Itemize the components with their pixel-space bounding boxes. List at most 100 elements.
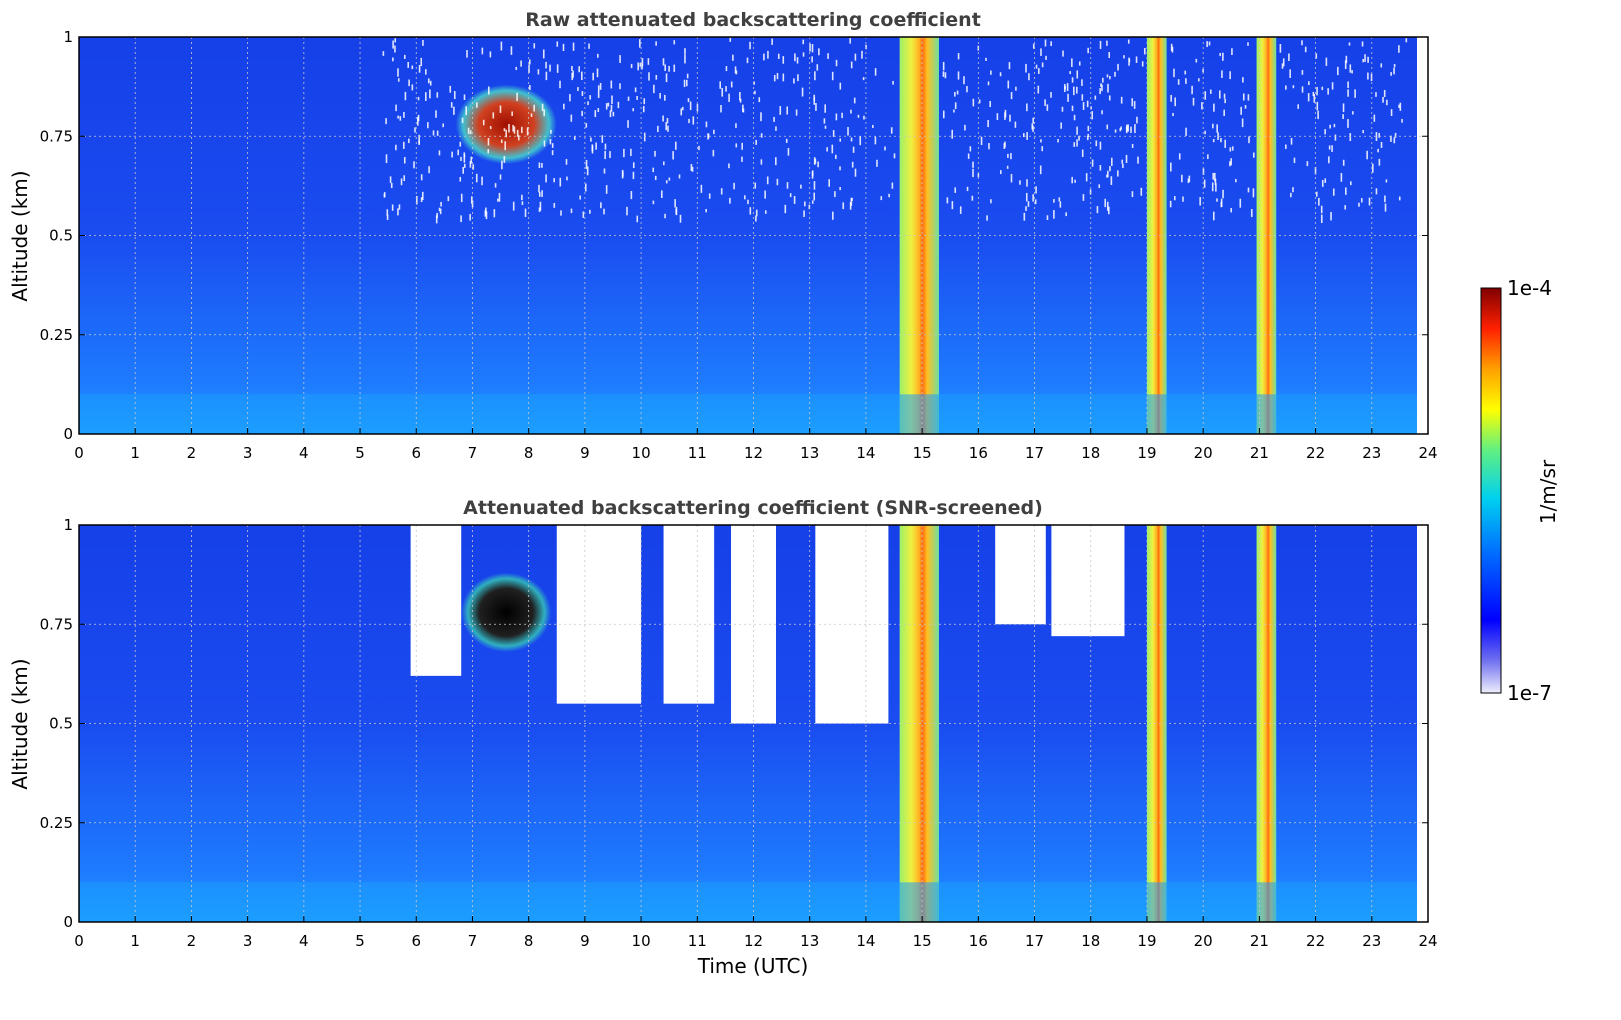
noise-speck [1285, 144, 1287, 149]
noise-speck [1081, 149, 1084, 157]
noise-speck [487, 149, 490, 154]
noise-speck [1242, 77, 1244, 83]
noise-speck [817, 161, 819, 168]
noise-speck [460, 156, 462, 161]
noise-speck [460, 193, 463, 203]
noise-speck [420, 174, 423, 181]
noise-speck [604, 143, 607, 150]
x-tick-label: 17 [1025, 444, 1044, 462]
noise-speck [1240, 106, 1242, 115]
noise-speck [954, 102, 957, 110]
noise-speck [429, 89, 431, 99]
noise-speck [476, 102, 478, 108]
noise-speck [854, 168, 857, 177]
noise-speck [432, 130, 435, 136]
noise-speck [1076, 139, 1078, 147]
noise-speck [1039, 165, 1042, 175]
y-axis-label: Altitude (km) [8, 170, 32, 301]
noise-speck [553, 202, 556, 208]
noise-speck [596, 68, 599, 78]
noise-speck [827, 53, 829, 59]
noise-speck [663, 161, 665, 166]
noise-speck [793, 195, 796, 204]
noise-speck [1393, 64, 1396, 68]
noise-speck [632, 171, 635, 180]
noise-speck [1398, 104, 1400, 108]
noise-speck [1069, 71, 1071, 75]
noise-speck [634, 87, 637, 93]
noise-speck [470, 196, 473, 204]
x-tick-label: 16 [969, 444, 988, 462]
noise-speck [865, 44, 867, 50]
noise-speck [453, 91, 456, 100]
noise-speck [1087, 133, 1089, 138]
noise-speck [1211, 182, 1214, 192]
noise-speck [1007, 153, 1009, 158]
noise-speck [1247, 187, 1250, 193]
x-tick-label: 1 [130, 444, 140, 462]
noise-speck [721, 87, 724, 97]
noise-speck [685, 79, 688, 87]
heatmap-features [79, 37, 1417, 434]
noise-speck [1032, 43, 1035, 49]
noise-speck [1316, 101, 1319, 111]
noise-speck [749, 207, 752, 215]
noise-speck [1327, 88, 1329, 95]
noise-speck [1301, 86, 1304, 93]
noise-speck [1046, 215, 1049, 221]
noise-speck [1050, 92, 1052, 98]
noise-speck [1087, 47, 1089, 54]
noise-speck [1242, 93, 1245, 101]
noise-speck [1120, 126, 1122, 130]
noise-speck [1201, 102, 1203, 110]
noise-speck [1099, 88, 1101, 95]
noise-speck [719, 81, 722, 89]
noise-speck [966, 186, 969, 192]
noise-speck [779, 106, 782, 115]
noise-speck [835, 113, 838, 121]
screened-region [556, 525, 642, 704]
noise-speck [1173, 68, 1175, 78]
noise-speck [990, 199, 992, 204]
noise-speck [605, 185, 608, 194]
noise-speck [556, 64, 559, 73]
noise-speck [1203, 179, 1206, 188]
noise-speck [1297, 104, 1299, 109]
noise-speck [665, 73, 668, 83]
noise-speck [1317, 110, 1319, 120]
noise-speck [1307, 93, 1310, 102]
noise-speck [1032, 125, 1034, 132]
noise-speck [1213, 103, 1215, 112]
noise-speck [795, 109, 798, 116]
noise-speck [504, 141, 507, 151]
noise-speck [1308, 81, 1310, 86]
noise-speck [813, 157, 816, 165]
noise-speck [1170, 162, 1172, 172]
noise-speck [1027, 201, 1030, 207]
noise-speck [972, 98, 975, 107]
noise-speck [1091, 111, 1094, 120]
noise-speck [675, 141, 677, 150]
noise-speck [414, 127, 416, 133]
noise-speck [472, 164, 475, 170]
noise-speck [407, 61, 410, 68]
noise-speck [777, 53, 780, 59]
noise-speck [728, 163, 730, 169]
noise-speckle [382, 37, 1408, 224]
noise-speck [397, 78, 400, 82]
x-tick-label: 5 [355, 444, 365, 462]
noise-speck [891, 182, 894, 189]
noise-speck [1342, 114, 1344, 120]
noise-speck [1348, 42, 1351, 46]
screened-out-regions [410, 525, 1125, 724]
x-tick-label: 12 [744, 444, 763, 462]
noise-speck [1358, 202, 1360, 207]
noise-speck [953, 109, 955, 113]
noise-speck [1106, 40, 1108, 46]
noise-speck [1065, 212, 1067, 217]
noise-speck [771, 38, 773, 45]
x-tick-label: 18 [1081, 444, 1100, 462]
noise-speck [826, 147, 828, 152]
noise-speck [1098, 184, 1101, 189]
noise-speck [655, 74, 658, 80]
